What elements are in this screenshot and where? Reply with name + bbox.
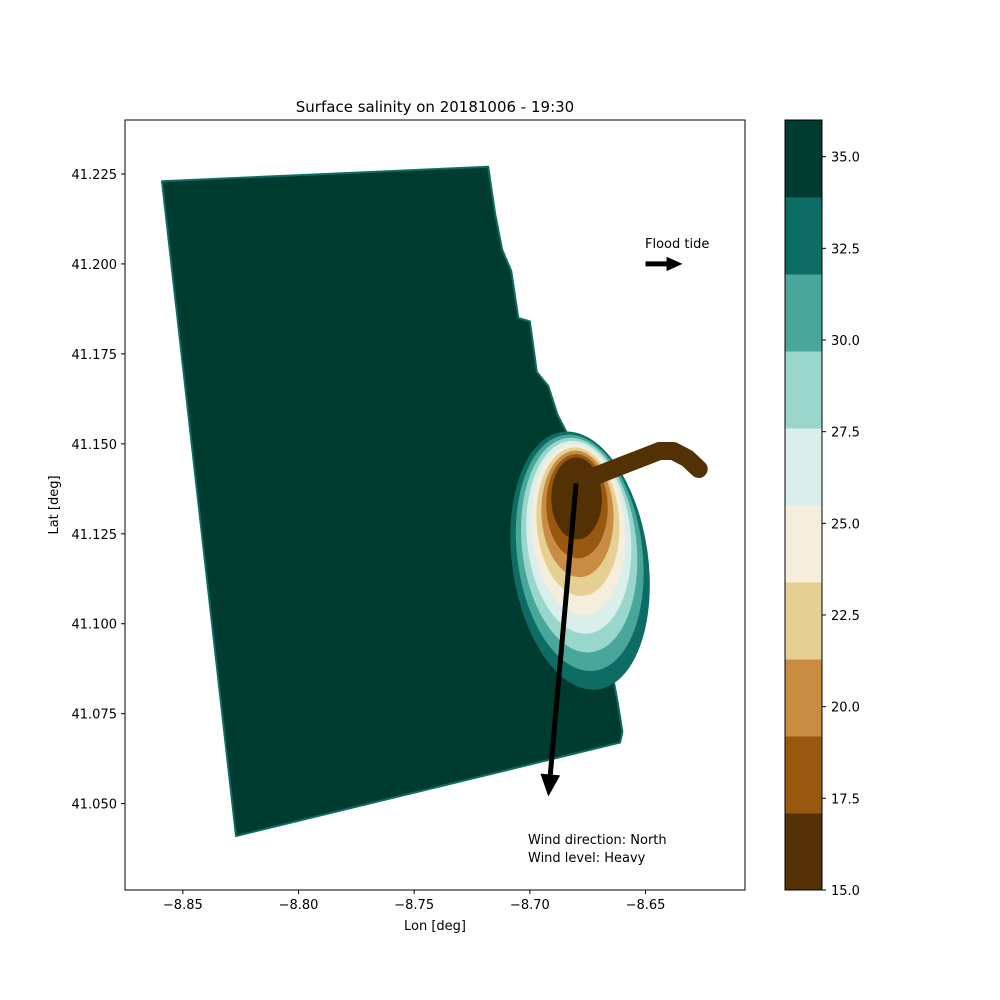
y-tick-label: 41.075 [72,708,118,723]
colorbar-tick-label: 20.0 [831,701,860,716]
wind-arrow-shaft [547,483,579,775]
colorbar-segment [785,659,822,737]
colorbar: 15.0 17.5 20.0 22.5 25.0 27.5 30.0 32.5 35.0 [784,119,860,899]
colorbar-segment [785,582,822,660]
colorbar-tick-label: 35.0 [831,151,860,166]
chart-title: Surface salinity on 20181006 - 19:30 [296,98,574,116]
colorbar-tick-label: 25.0 [831,517,860,532]
x-axis-label: Lon [deg] [404,919,466,934]
colorbar-tick-label: 22.5 [831,609,860,624]
colorbar-tick-label: 30.0 [831,334,860,349]
axes-frame [124,119,746,891]
colorbar-segment [785,197,822,275]
annotations: Flood tide Wind direction: North Wind le… [528,237,709,866]
colorbar-segment [785,736,822,814]
y-axis-ticks: 41.050 41.075 41.100 41.125 41.150 41.175 41.2… [72,168,125,813]
wind-level-text: Wind level: Heavy [528,851,646,866]
y-tick-label: 41.175 [72,348,118,363]
x-tick-label: −8.75 [394,898,434,913]
wind-arrow-head [540,773,561,797]
x-axis-ticks: −8.85 −8.80 −8.75 −8.70 −8.65 [163,890,666,913]
colorbar-tick-label: 15.0 [831,884,860,899]
colorbar-tick-label: 27.5 [831,426,860,441]
y-axis-label: Lat [deg] [47,475,62,534]
flood-tide-arrow-head [666,256,683,272]
y-tick-label: 41.050 [72,798,118,813]
flood-tide-label: Flood tide [645,237,709,252]
colorbar-tick-label: 17.5 [831,792,860,807]
y-tick-label: 41.225 [72,168,118,183]
colorbar-frame [784,119,823,891]
y-tick-label: 41.200 [72,258,118,273]
colorbar-segment [785,505,822,583]
y-tick-label: 41.100 [72,618,118,633]
y-tick-label: 41.150 [72,438,118,453]
colorbar-segment [785,274,822,352]
colorbar-segment [785,120,822,198]
x-tick-label: −8.65 [626,898,666,913]
x-tick-label: −8.80 [279,898,319,913]
x-tick-label: −8.70 [510,898,550,913]
y-tick-label: 41.125 [72,528,118,543]
plot-area [161,165,708,837]
x-tick-label: −8.85 [163,898,203,913]
colorbar-segment [785,351,822,429]
colorbar-segment [785,813,822,891]
colorbar-segment [785,428,822,506]
estuary-channel [576,442,708,489]
wind-direction-text: Wind direction: North [528,833,667,848]
colorbar-tick-label: 32.5 [831,242,860,257]
